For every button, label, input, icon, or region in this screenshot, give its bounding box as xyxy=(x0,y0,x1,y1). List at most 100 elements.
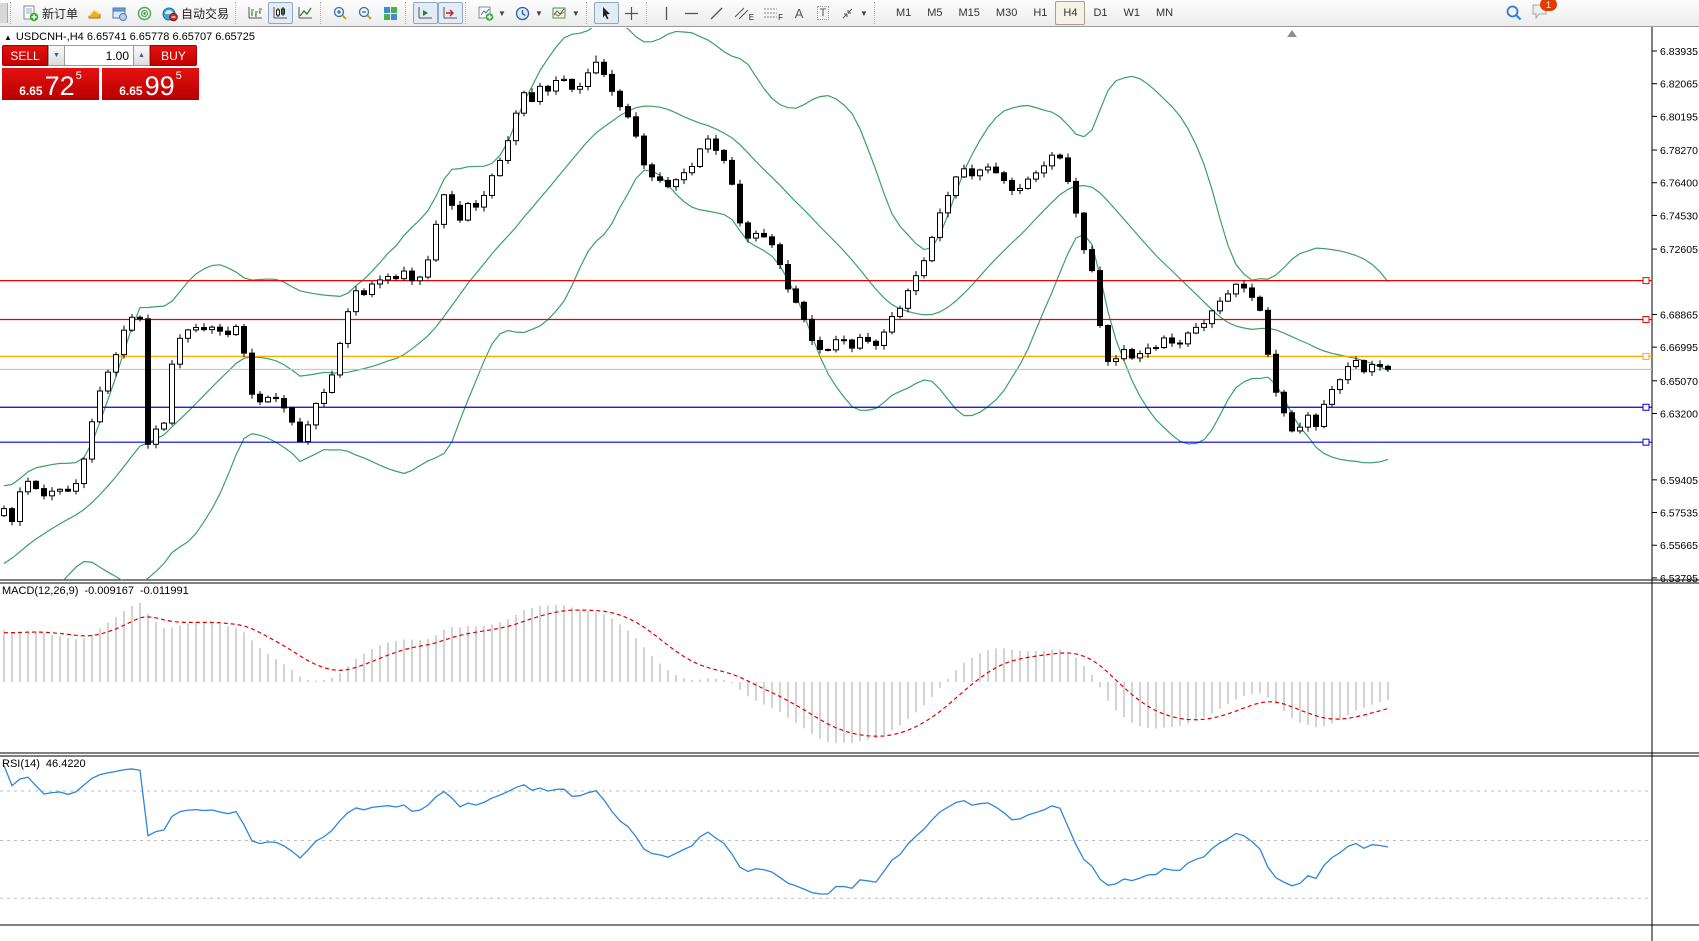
channel-tool-button[interactable]: E xyxy=(729,2,758,24)
candlestick-chart-button[interactable] xyxy=(268,2,294,24)
timeframe-m15-button[interactable]: M15 xyxy=(958,7,980,19)
rsi-label-row: RSI(14) 46.4220 xyxy=(2,758,86,770)
candlestick-chart-icon xyxy=(273,6,288,18)
trendline-tool-button[interactable] xyxy=(704,2,729,24)
volume-input[interactable] xyxy=(65,45,133,66)
svg-text:6.78270: 6.78270 xyxy=(1660,145,1698,157)
macd-value: -0.009167 xyxy=(84,585,134,597)
crosshair-tool-button[interactable] xyxy=(619,2,644,24)
timeframe-group: M1 M5 M15 M30 H1 H4 D1 W1 MN xyxy=(888,1,1181,25)
svg-text:6.55665: 6.55665 xyxy=(1660,540,1698,552)
fibonacci-tool-button[interactable]: F xyxy=(758,2,787,24)
bar-chart-icon xyxy=(248,6,263,18)
buy-price-big: 99 xyxy=(144,71,175,101)
new-order-button[interactable]: 新订单 xyxy=(18,2,82,24)
autotrading-icon xyxy=(162,7,178,21)
timeframe-mn-button[interactable]: MN xyxy=(1156,7,1174,19)
macd-indicator xyxy=(3,602,1389,743)
autotrading-button[interactable]: 自动交易 xyxy=(157,2,233,24)
svg-text:6.57535: 6.57535 xyxy=(1660,508,1698,520)
horizontal-line-icon xyxy=(684,12,698,14)
chart-title-line: ▲ USDCNH-,H4 6.65741 6.65778 6.65707 6.6… xyxy=(4,31,255,43)
templates-button[interactable]: ▼ xyxy=(547,2,584,24)
sell-price-big: 72 xyxy=(44,71,75,101)
tile-windows-icon xyxy=(384,6,398,20)
macd-label: MACD(12,26,9) xyxy=(2,585,79,597)
templates-caret-icon: ▼ xyxy=(571,8,580,18)
zoom-in-button[interactable] xyxy=(328,2,353,24)
zoom-out-button[interactable] xyxy=(353,2,378,24)
market-watch-button[interactable] xyxy=(82,2,107,24)
chat-badge: 1 xyxy=(1540,0,1557,11)
clock-icon xyxy=(515,6,530,20)
timeframe-h4-button[interactable]: H4 xyxy=(1055,1,1086,25)
vertical-line-tool-button[interactable] xyxy=(654,2,679,24)
new-chart-icon xyxy=(478,6,494,21)
vertical-line-icon xyxy=(665,6,667,20)
line-chart-icon xyxy=(298,6,313,18)
fibonacci-icon xyxy=(764,8,778,17)
chat-button[interactable]: 1 xyxy=(1531,0,1557,23)
price-axis[interactable]: 6.83935 6.82065 6.80195 6.78270 6.76400 6.745… xyxy=(1652,46,1698,585)
svg-text:6.66995: 6.66995 xyxy=(1660,342,1698,354)
volume-decrease-button[interactable]: ▼ xyxy=(48,45,65,66)
auto-scroll-icon xyxy=(418,6,433,18)
signals-button[interactable] xyxy=(132,2,157,24)
buy-button[interactable]: BUY xyxy=(150,45,197,66)
fibonacci-letter: F xyxy=(778,12,784,22)
svg-text:6.72605: 6.72605 xyxy=(1660,244,1698,256)
buy-price-display[interactable]: 6.65 99 5 xyxy=(102,68,199,100)
timeframe-w1-button[interactable]: W1 xyxy=(1123,7,1141,19)
bollinger-bands[interactable] xyxy=(3,27,1389,641)
arrows-caret-icon: ▼ xyxy=(860,8,868,18)
data-window-icon xyxy=(112,7,128,21)
svg-text:6.76400: 6.76400 xyxy=(1660,178,1698,190)
sell-button[interactable]: SELL xyxy=(2,45,48,66)
line-chart-button[interactable] xyxy=(293,2,318,24)
candles xyxy=(1,55,1391,526)
periods-button[interactable]: ▼ xyxy=(510,2,547,24)
svg-text:6.53795: 6.53795 xyxy=(1660,573,1698,585)
market-watch-icon xyxy=(88,8,101,18)
svg-text:6.82065: 6.82065 xyxy=(1660,79,1698,91)
zoom-out-icon xyxy=(358,6,372,20)
label-tool-button[interactable]: T xyxy=(811,2,835,24)
chart-shift-marker[interactable] xyxy=(1287,30,1297,37)
horizontal-levels[interactable] xyxy=(0,277,1652,446)
channel-icon xyxy=(734,7,749,19)
auto-scroll-button[interactable] xyxy=(413,2,439,24)
main-toolbar: 新订单 自动交易 ▼ ▼ xyxy=(0,0,1699,27)
horizontal-line-tool-button[interactable] xyxy=(679,2,704,24)
timeframe-m5-button[interactable]: M5 xyxy=(927,7,943,19)
svg-text:6.68865: 6.68865 xyxy=(1660,309,1698,321)
timeframe-d1-button[interactable]: D1 xyxy=(1093,7,1108,19)
svg-text:6.83935: 6.83935 xyxy=(1660,46,1698,58)
data-window-button[interactable] xyxy=(107,2,132,24)
arrows-tool-button[interactable]: ▼ xyxy=(835,2,872,24)
chart-shift-button[interactable] xyxy=(438,2,464,24)
one-click-trading-panel: SELL ▼ ▲ BUY 6.65 72 5 6.65 99 5 xyxy=(2,45,199,100)
cursor-icon xyxy=(602,6,610,19)
rsi-label: RSI(14) xyxy=(2,758,40,770)
timeframe-h1-button[interactable]: H1 xyxy=(1033,7,1048,19)
periods-caret-icon: ▼ xyxy=(534,8,543,18)
cursor-tool-button[interactable] xyxy=(593,2,619,24)
svg-text:6.80195: 6.80195 xyxy=(1660,111,1698,123)
search-icon[interactable] xyxy=(1505,4,1523,22)
sell-price-sup: 5 xyxy=(75,70,82,82)
arrows-tool-icon xyxy=(842,8,853,18)
zoom-in-icon xyxy=(333,6,347,20)
volume-increase-button[interactable]: ▲ xyxy=(133,45,150,66)
tile-windows-button[interactable] xyxy=(378,2,403,24)
timeframe-m30-button[interactable]: M30 xyxy=(995,7,1018,19)
autotrading-label: 自动交易 xyxy=(181,6,230,21)
timeframe-m1-button[interactable]: M1 xyxy=(895,7,912,19)
sell-price-display[interactable]: 6.65 72 5 xyxy=(2,68,99,100)
buy-price-base: 6.65 xyxy=(119,84,143,98)
text-tool-button[interactable]: A xyxy=(787,2,811,24)
sell-price-base: 6.65 xyxy=(19,84,43,98)
chart-shift-icon xyxy=(443,6,458,18)
new-chart-button[interactable]: ▼ xyxy=(473,2,510,24)
chart-canvas[interactable]: 6.83935 6.82065 6.80195 6.78270 6.76400 6.745… xyxy=(0,27,1699,941)
bar-chart-button[interactable] xyxy=(243,2,268,24)
